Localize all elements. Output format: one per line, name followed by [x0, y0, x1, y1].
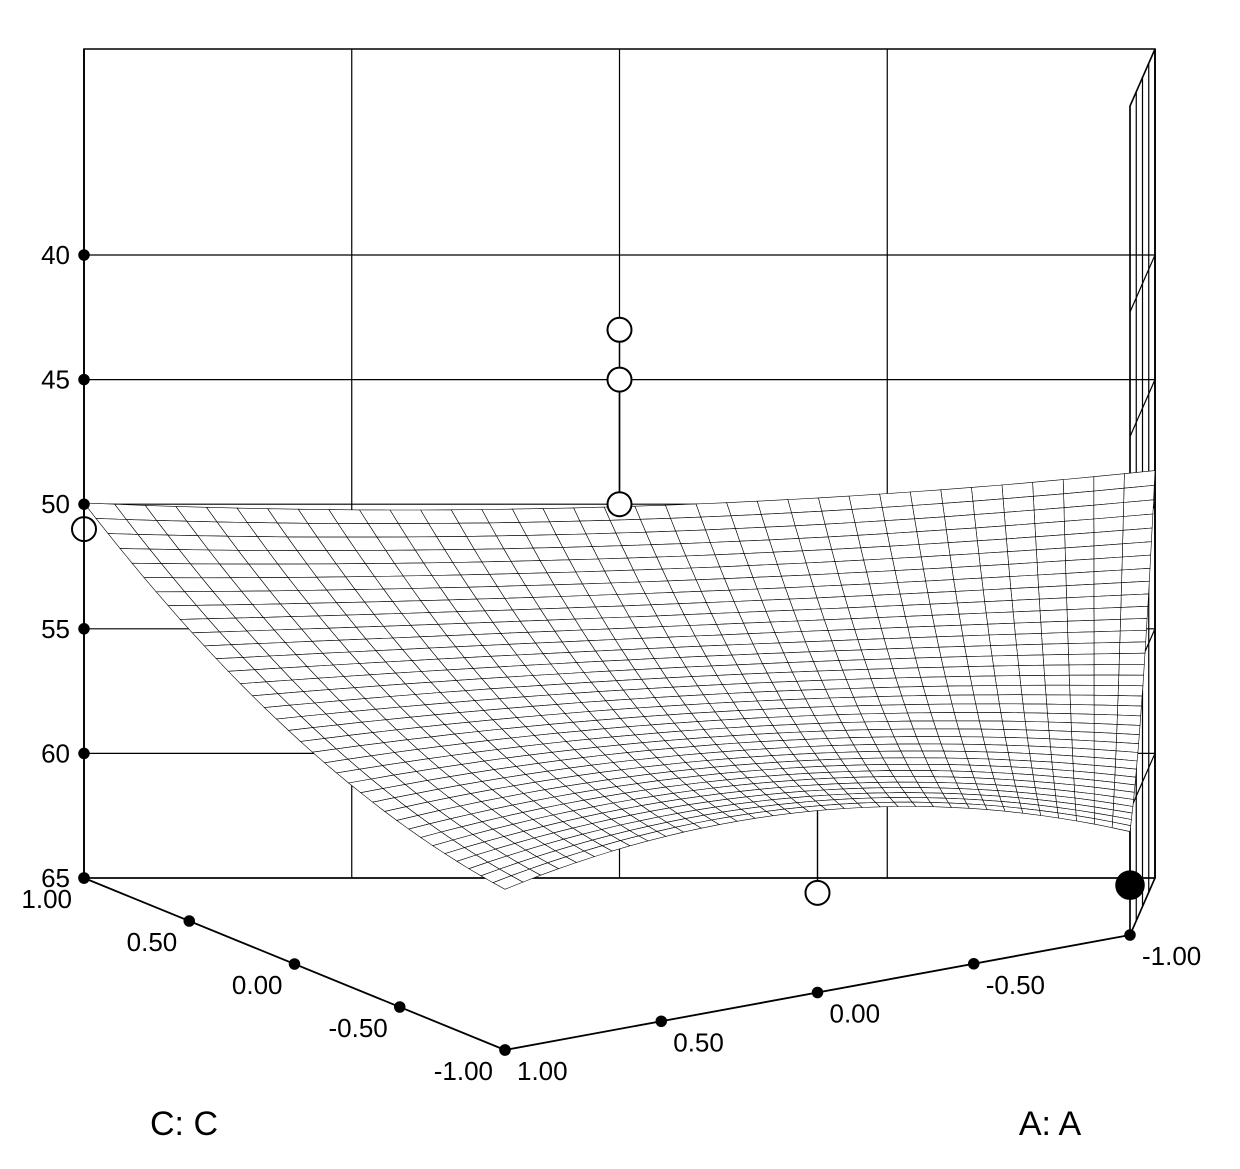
- z-tick-label: 40: [41, 240, 70, 270]
- a-tick-label: -0.50: [986, 970, 1045, 1000]
- z-tick-label: 45: [41, 365, 70, 395]
- z-tick-label: 55: [41, 614, 70, 644]
- c-tick-label: 0.50: [127, 927, 178, 957]
- c-axis-label: C: C: [150, 1105, 218, 1143]
- c-tick-label: 1.00: [21, 884, 72, 914]
- a-tick-label: -1.00: [1142, 941, 1201, 971]
- a-tick-label: 1.00: [517, 1056, 568, 1086]
- c-tick-label: -1.00: [434, 1056, 493, 1086]
- c-tick-label: 0.00: [232, 970, 283, 1000]
- surface-mesh: [84, 471, 1155, 890]
- a-tick-label: 0.50: [673, 1027, 724, 1057]
- z-tick-label: 60: [41, 738, 70, 768]
- c-tick-label: -0.50: [328, 1013, 387, 1043]
- surface-chart: 4045505560651.000.500.00-0.50-1.001.000.…: [0, 0, 1240, 1169]
- a-axis-label: A: A: [1019, 1105, 1082, 1143]
- a-tick-label: 0.00: [830, 999, 881, 1029]
- z-tick-label: 50: [41, 489, 70, 519]
